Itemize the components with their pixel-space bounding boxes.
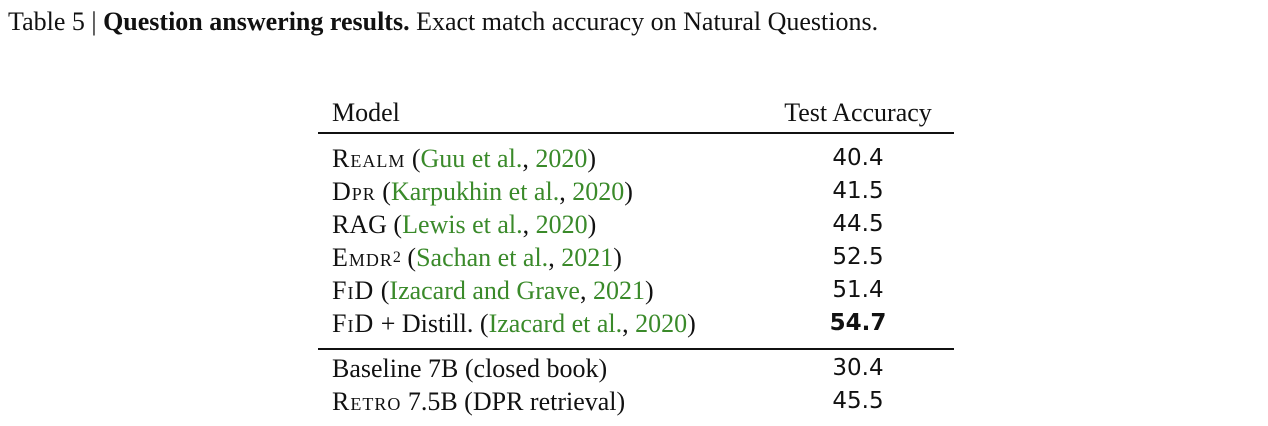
- model-name: RAG: [332, 210, 387, 239]
- accuracy-cell: 51.4: [832, 277, 884, 303]
- model-superscript: 2: [392, 249, 401, 266]
- citation-link[interactable]: Izacard et al.: [488, 309, 623, 338]
- model-name: FiD: [332, 309, 375, 338]
- model-cell: Retro 7.5B (DPR retrieval): [332, 385, 625, 418]
- group-rule: [318, 348, 954, 350]
- model-cell: RAG (Lewis et al., 2020): [332, 210, 597, 239]
- accuracy-cell: 44.5: [832, 211, 884, 237]
- citation-link[interactable]: Lewis et al.: [402, 210, 523, 239]
- citation-year-link[interactable]: 2021: [561, 243, 614, 272]
- model-name: Emdr: [332, 243, 393, 272]
- accuracy-cell: 30.4: [832, 355, 884, 381]
- model-name: Dpr: [332, 177, 376, 206]
- accuracy-cell: 45.5: [832, 388, 884, 414]
- citation-link[interactable]: Guu et al.: [420, 144, 523, 173]
- accuracy-cell: 41.5: [832, 178, 884, 204]
- model-suffix: 7.5B (DPR retrieval): [401, 387, 626, 416]
- model-name: Realm: [332, 144, 406, 173]
- table-row: Realm (Guu et al., 2020) 40.4: [318, 142, 954, 175]
- caption-label: Table 5 |: [8, 7, 97, 36]
- accuracy-cell-best: 54.7: [829, 310, 887, 336]
- table-row: Baseline 7B (closed book) 30.4: [318, 352, 954, 385]
- header-rule: [318, 132, 954, 134]
- model-cell: FiD + Distill. (Izacard et al., 2020): [332, 309, 696, 338]
- model-cell: Emdr2 (Sachan et al., 2021): [332, 243, 622, 272]
- citation-link[interactable]: Sachan et al.: [416, 243, 549, 272]
- citation-link[interactable]: Karpukhin et al.: [390, 177, 560, 206]
- header-model: Model: [332, 98, 400, 127]
- citation-year-link[interactable]: 2021: [592, 276, 645, 305]
- citation-link[interactable]: Izacard and Grave: [389, 276, 580, 305]
- table-row: FiD + Distill. (Izacard et al., 2020) 54…: [318, 307, 954, 340]
- citation-year-link[interactable]: 2020: [635, 309, 688, 338]
- model-cell: FiD (Izacard and Grave, 2021): [332, 276, 654, 305]
- results-table: Model Test Accuracy Realm (Guu et al., 2…: [318, 94, 954, 418]
- citation-year-link[interactable]: 2020: [535, 144, 588, 173]
- model-suffix: + Distill.: [374, 309, 474, 338]
- model-cell: Realm (Guu et al., 2020): [332, 144, 596, 173]
- table-row: Retro 7.5B (DPR retrieval) 45.5: [318, 385, 954, 418]
- table-row: Emdr2 (Sachan et al., 2021) 52.5: [318, 241, 954, 274]
- table-caption: Table 5 | Question answering results. Ex…: [8, 2, 878, 42]
- table-row: FiD (Izacard and Grave, 2021) 51.4: [318, 274, 954, 307]
- caption-title: Question answering results.: [103, 7, 410, 36]
- caption-description: Exact match accuracy on Natural Question…: [416, 7, 879, 36]
- header-test-accuracy: Test Accuracy: [784, 98, 932, 127]
- citation-year-link[interactable]: 2020: [572, 177, 625, 206]
- citation-year-link[interactable]: 2020: [535, 210, 588, 239]
- table-row: Dpr (Karpukhin et al., 2020) 41.5: [318, 175, 954, 208]
- table-header-row: Model Test Accuracy: [318, 94, 954, 132]
- model-cell: Dpr (Karpukhin et al., 2020): [332, 177, 633, 206]
- model-name: Retro: [332, 387, 402, 416]
- accuracy-cell: 52.5: [832, 244, 884, 270]
- accuracy-cell: 40.4: [832, 145, 884, 171]
- model-name: FiD: [332, 276, 375, 305]
- model-name: Baseline 7B (closed book): [332, 354, 608, 383]
- table-row: RAG (Lewis et al., 2020) 44.5: [318, 208, 954, 241]
